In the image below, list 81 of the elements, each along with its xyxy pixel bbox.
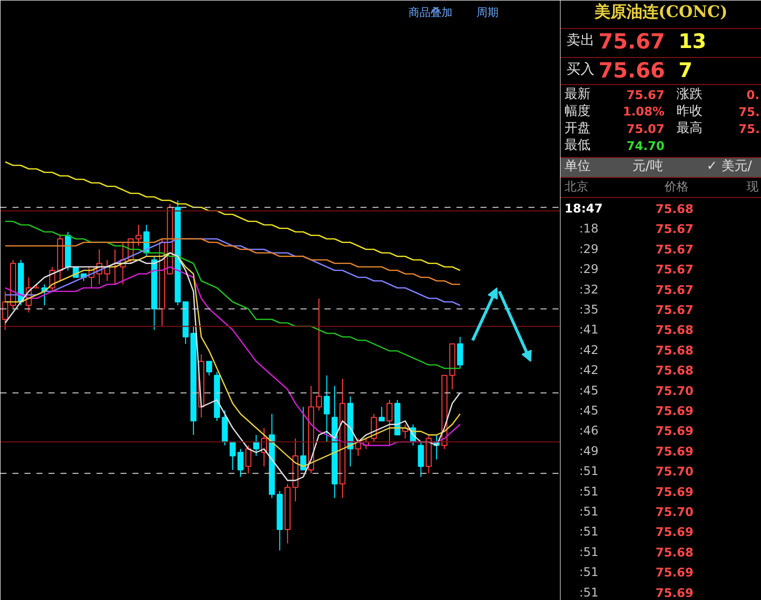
text: 74.70 <box>626 139 665 153</box>
data-label: 75.69 <box>656 484 694 499</box>
candlestick <box>206 360 212 376</box>
data-label: 75.69 <box>656 404 694 418</box>
data-label: 75.67 <box>656 262 694 277</box>
data-label: 75.69 <box>656 566 694 580</box>
text: 最新 <box>564 87 590 102</box>
category-label: :45 <box>579 383 598 398</box>
category-label: :46 <box>579 424 598 438</box>
text: 周期 <box>476 6 498 19</box>
category-label: :41 <box>579 322 598 337</box>
text: 元/吨 <box>632 159 663 174</box>
data-label: 75.69 <box>656 586 694 600</box>
text: 13 <box>678 29 706 53</box>
data-label: 75.69 <box>656 424 694 438</box>
category-label: :32 <box>579 282 598 296</box>
data-label: 75.70 <box>656 384 694 398</box>
text: 买入 <box>566 62 594 78</box>
text: 75.07 <box>626 122 665 136</box>
data-label: 75.68 <box>656 323 694 338</box>
data-label: 75.68 <box>656 364 694 378</box>
category-label: :29 <box>579 262 598 276</box>
category-label: :49 <box>579 444 598 458</box>
data-label: 75.69 <box>656 525 694 540</box>
text: 75.67 <box>598 30 665 54</box>
text: 卖出 <box>566 32 594 48</box>
data-label: 75.68 <box>656 202 694 216</box>
data-label: 75.70 <box>656 505 694 519</box>
data-label: 75.67 <box>656 282 694 297</box>
category-label: :45 <box>579 404 598 418</box>
candlestick <box>418 441 424 478</box>
text: 昨收 <box>676 104 702 119</box>
category-label: :29 <box>579 242 598 256</box>
category-label: :51 <box>579 565 598 580</box>
text: 幅度 <box>564 103 590 119</box>
category-label: :42 <box>579 363 598 378</box>
candlestick <box>136 224 142 246</box>
data-label: 75.68 <box>656 343 694 358</box>
text: 北京 <box>564 180 588 194</box>
category-label: 18:47 <box>564 202 603 216</box>
text: 商品叠加 <box>408 6 452 19</box>
data-label: 75.70 <box>656 464 694 479</box>
data-label: 75.69 <box>656 444 694 458</box>
category-label: :51 <box>579 464 598 478</box>
text: 0. <box>746 88 760 102</box>
category-label: :42 <box>579 342 598 357</box>
text: 75. <box>738 105 760 119</box>
candlestick <box>230 441 236 470</box>
text: 75.66 <box>598 58 665 82</box>
category-label: :51 <box>579 484 598 498</box>
candlestick <box>324 374 330 442</box>
text: 美原油连(CONC) <box>593 2 728 21</box>
candlestick <box>378 406 385 422</box>
category-label: :51 <box>579 524 598 539</box>
data-label: 75.68 <box>656 545 694 560</box>
candlestick <box>316 298 322 411</box>
text: 价格 <box>664 180 688 194</box>
text: 75. <box>738 122 760 136</box>
category-label: :51 <box>579 585 598 600</box>
candlestick <box>245 444 252 474</box>
category-label: :35 <box>579 302 598 316</box>
data-label: 75.67 <box>656 303 694 317</box>
text: 现 <box>746 180 758 194</box>
candlestick <box>386 399 393 446</box>
text: 1.08% <box>622 104 665 118</box>
text: 7 <box>678 58 692 82</box>
text: ✓ 美元/ <box>706 158 753 174</box>
candlestick <box>300 406 306 470</box>
category-label: :51 <box>579 504 598 518</box>
text: 最高 <box>676 120 702 136</box>
category-label: :51 <box>579 544 598 559</box>
text: 最低 <box>564 138 590 153</box>
text: 单位 <box>564 159 590 174</box>
category-label: :18 <box>579 222 598 236</box>
data-label: 75.67 <box>656 222 694 236</box>
text: 开盘 <box>564 121 590 136</box>
data-label: 75.67 <box>656 242 694 256</box>
candlestick <box>457 336 464 369</box>
text: 涨跌 <box>676 87 702 102</box>
text: 75.67 <box>626 88 665 102</box>
candlestick <box>237 448 244 478</box>
